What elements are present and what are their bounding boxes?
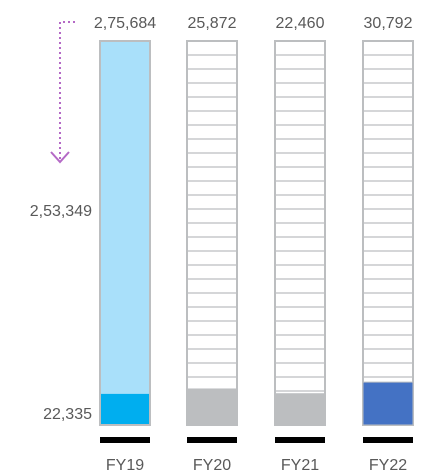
fy19-lower-label: 22,335 bbox=[43, 406, 92, 423]
top-label-fy19: 2,75,684 bbox=[94, 15, 156, 32]
bar-value-fy22 bbox=[362, 381, 414, 426]
baseline-fy20 bbox=[187, 437, 237, 443]
fy19-upper-label: 2,53,349 bbox=[30, 203, 92, 220]
baseline-fy22 bbox=[363, 437, 413, 443]
category-label-fy19: FY19 bbox=[106, 457, 144, 474]
bar-frame-fy22 bbox=[362, 40, 414, 426]
bar-value-fy21 bbox=[274, 393, 326, 426]
category-label-fy20: FY20 bbox=[193, 457, 231, 474]
baseline-fy21 bbox=[275, 437, 325, 443]
arrow-head bbox=[50, 151, 70, 164]
bar-frame-fy20 bbox=[186, 40, 238, 426]
bars bbox=[99, 40, 414, 426]
bar-fy19-frame bbox=[99, 40, 151, 426]
bar-fy22 bbox=[362, 40, 414, 426]
bar-value-fy20 bbox=[186, 388, 238, 426]
arrow-line bbox=[59, 21, 75, 162]
top-label-fy21: 22,460 bbox=[276, 15, 325, 32]
top-label-fy20: 25,872 bbox=[188, 15, 237, 32]
bar-fy19-lower bbox=[100, 393, 150, 425]
bar-fy19-upper bbox=[100, 41, 150, 425]
bar-fy21 bbox=[274, 40, 326, 426]
category-label-fy22: FY22 bbox=[369, 457, 407, 474]
baselines bbox=[100, 437, 413, 443]
category-label-fy21: FY21 bbox=[281, 457, 319, 474]
dotted-arrow-down-icon bbox=[50, 21, 75, 164]
bar-frame-fy21 bbox=[274, 40, 326, 426]
top-label-fy22: 30,792 bbox=[364, 15, 413, 32]
bar-fy20 bbox=[186, 40, 238, 426]
baseline-fy19 bbox=[100, 437, 150, 443]
